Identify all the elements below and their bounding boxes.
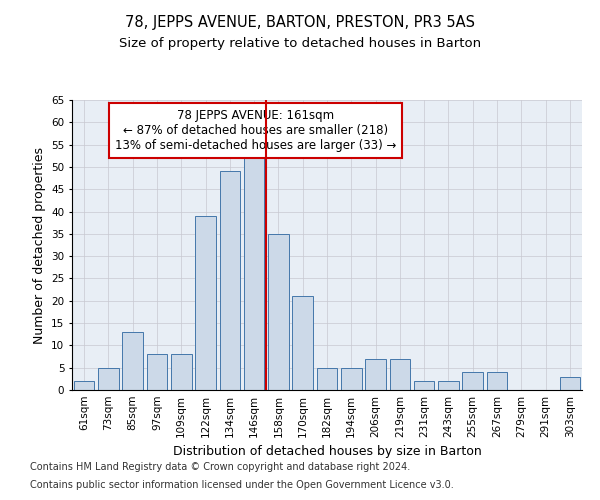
Text: 78, JEPPS AVENUE, BARTON, PRESTON, PR3 5AS: 78, JEPPS AVENUE, BARTON, PRESTON, PR3 5…: [125, 15, 475, 30]
Bar: [389, 359, 410, 390]
Text: 78 JEPPS AVENUE: 161sqm
← 87% of detached houses are smaller (218)
13% of semi-d: 78 JEPPS AVENUE: 161sqm ← 87% of detache…: [115, 108, 396, 152]
Text: Contains public sector information licensed under the Open Government Licence v3: Contains public sector information licen…: [30, 480, 454, 490]
Y-axis label: Number of detached properties: Number of detached properties: [32, 146, 46, 344]
Bar: [98, 368, 119, 390]
Text: Size of property relative to detached houses in Barton: Size of property relative to detached ho…: [119, 38, 481, 51]
Bar: [122, 332, 143, 390]
Bar: [195, 216, 216, 390]
Bar: [244, 158, 265, 390]
Bar: [365, 359, 386, 390]
Bar: [292, 296, 313, 390]
X-axis label: Distribution of detached houses by size in Barton: Distribution of detached houses by size …: [173, 446, 481, 458]
Bar: [220, 172, 240, 390]
Bar: [74, 381, 94, 390]
Bar: [317, 368, 337, 390]
Bar: [146, 354, 167, 390]
Bar: [463, 372, 483, 390]
Bar: [487, 372, 508, 390]
Bar: [171, 354, 191, 390]
Bar: [438, 381, 459, 390]
Bar: [414, 381, 434, 390]
Text: Contains HM Land Registry data © Crown copyright and database right 2024.: Contains HM Land Registry data © Crown c…: [30, 462, 410, 472]
Bar: [268, 234, 289, 390]
Bar: [560, 376, 580, 390]
Bar: [341, 368, 362, 390]
